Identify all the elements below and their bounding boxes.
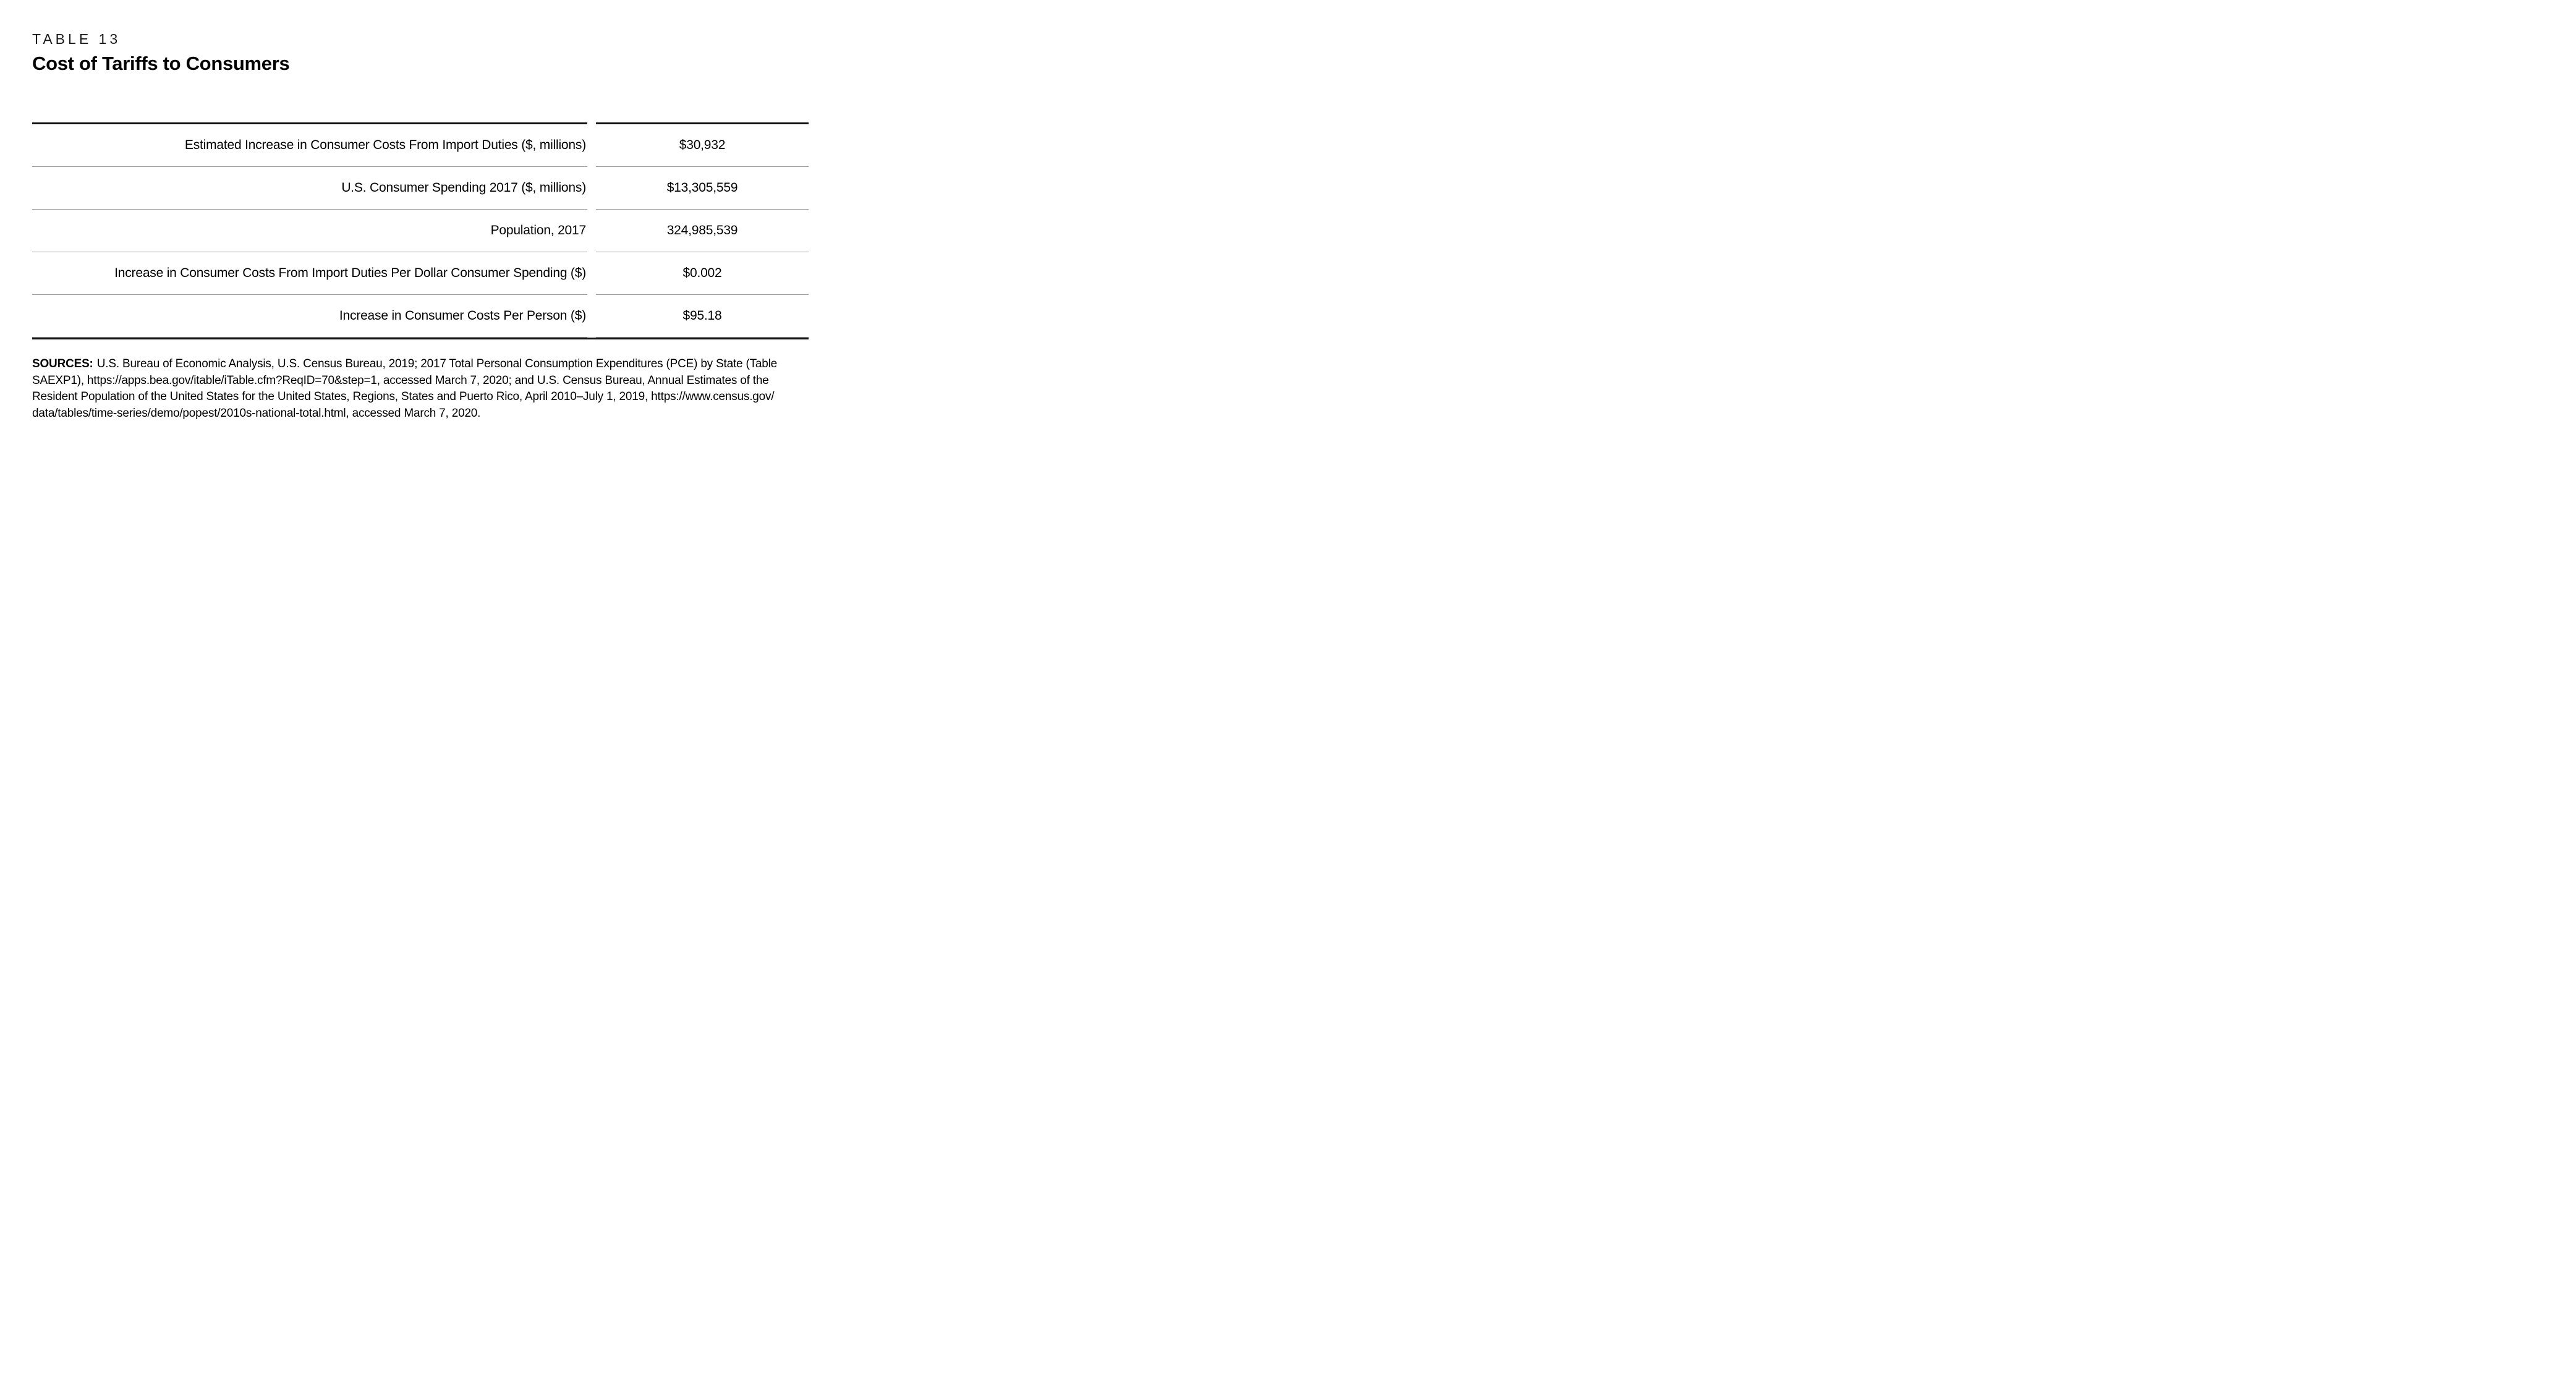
table-row: Population, 2017 324,985,539 bbox=[32, 210, 809, 252]
sources-text: U.S. Bureau of Economic Analysis, U.S. C… bbox=[96, 357, 778, 370]
row-label: U.S. Consumer Spending 2017 ($, millions… bbox=[32, 167, 587, 210]
cost-of-tariffs-table: Estimated Increase in Consumer Costs Fro… bbox=[32, 122, 809, 339]
sources-label: SOURCES: bbox=[32, 357, 93, 370]
table-row: U.S. Consumer Spending 2017 ($, millions… bbox=[32, 167, 809, 210]
page-title: Cost of Tariffs to Consumers bbox=[32, 53, 290, 74]
sources-line: data/tables/time-series/demo/popest/2010… bbox=[32, 406, 481, 420]
sources-line: SOURCES: U.S. Bureau of Economic Analysis… bbox=[32, 356, 854, 373]
table-bottom-rule bbox=[32, 338, 809, 339]
row-label: Increase in Consumer Costs Per Person ($… bbox=[32, 295, 587, 338]
row-label: Increase in Consumer Costs From Import D… bbox=[32, 252, 587, 295]
row-value: $13,305,559 bbox=[596, 167, 809, 210]
row-value: $0.002 bbox=[596, 252, 809, 295]
table-row: Increase in Consumer Costs Per Person ($… bbox=[32, 295, 809, 338]
row-label: Population, 2017 bbox=[32, 210, 587, 252]
sources-line: SAEXP1), https://apps.bea.gov/itable/iTa… bbox=[32, 373, 769, 387]
table-row: Increase in Consumer Costs From Import D… bbox=[32, 252, 809, 295]
row-value: $30,932 bbox=[596, 122, 809, 167]
row-label: Estimated Increase in Consumer Costs Fro… bbox=[32, 122, 587, 167]
table-row: Estimated Increase in Consumer Costs Fro… bbox=[32, 122, 809, 167]
report-page: TABLE 13 Cost of Tariffs to Consumers Es… bbox=[0, 0, 859, 460]
table-kicker: TABLE 13 bbox=[32, 31, 121, 47]
row-value: 324,985,539 bbox=[596, 210, 809, 252]
sources-line: Resident Population of the United States… bbox=[32, 390, 775, 403]
row-value: $95.18 bbox=[596, 295, 809, 338]
sources-note: SOURCES: U.S. Bureau of Economic Analysis… bbox=[32, 356, 854, 422]
